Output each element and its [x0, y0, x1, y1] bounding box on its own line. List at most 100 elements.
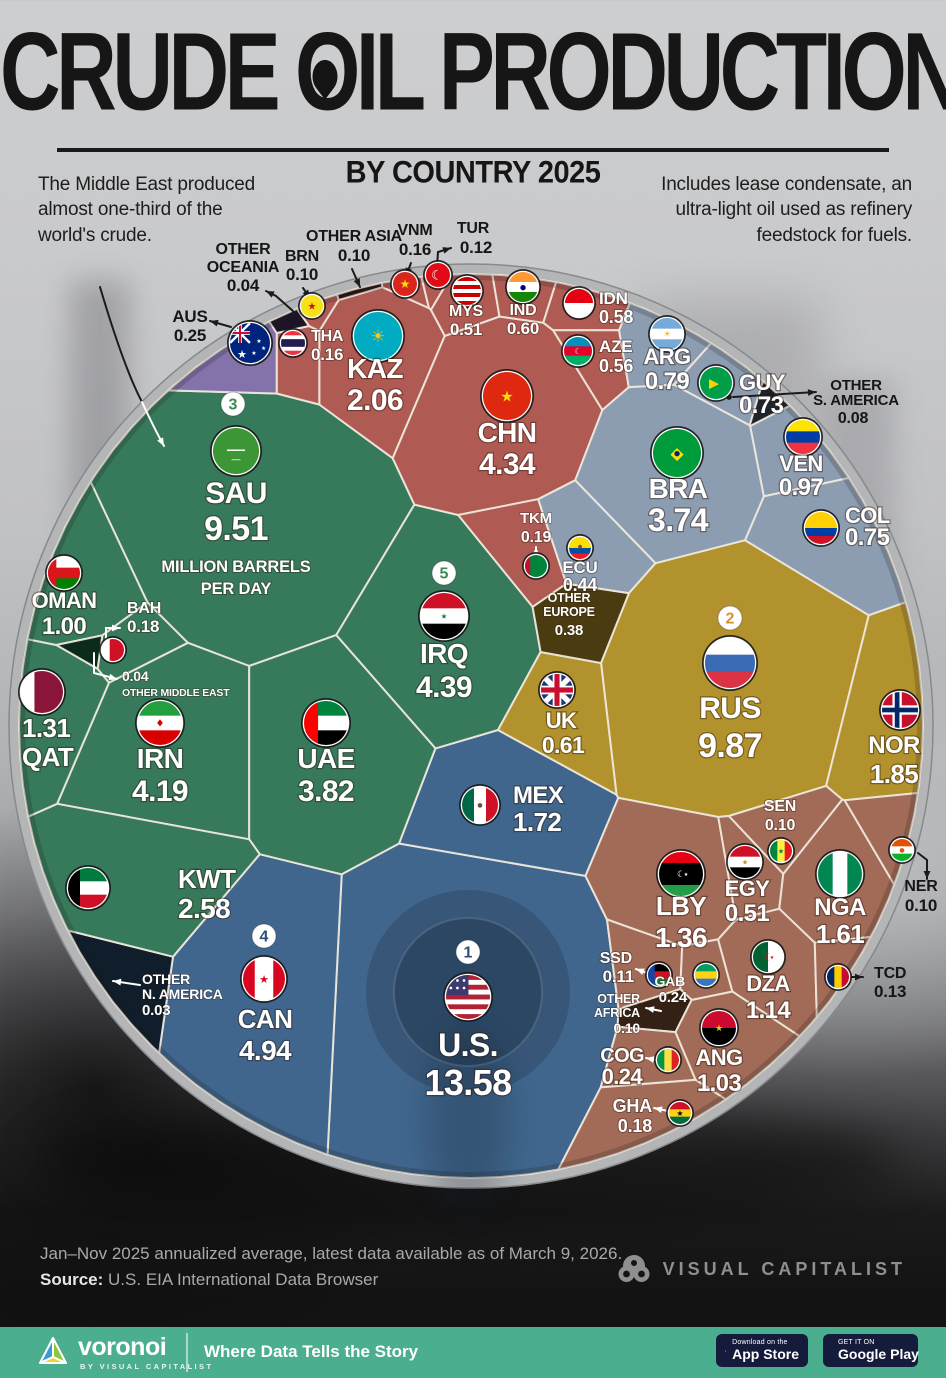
hoist-bar — [68, 868, 80, 908]
flag-emblem: ٭ — [441, 609, 448, 623]
brand-text: VISUAL CAPITALIST — [662, 1258, 906, 1279]
star-glyph: ★ — [237, 348, 247, 361]
stripe — [669, 1116, 691, 1124]
label-ssd: SSD — [600, 950, 632, 967]
stripe — [569, 553, 591, 559]
rank-badge — [251, 923, 277, 949]
star-dot — [456, 979, 459, 982]
label-tcd: TCD — [874, 965, 906, 982]
label-gha: 0.18 — [618, 1116, 652, 1136]
app-store-badge[interactable]: Download on the App Store — [716, 1334, 808, 1367]
label-mys: MYS — [449, 303, 484, 320]
stripe — [109, 639, 124, 661]
label-us: U.S. — [438, 1027, 498, 1063]
flag-art: ☾★ — [753, 942, 783, 972]
flag-brn-icon: ★ — [298, 292, 326, 320]
flag-art — [657, 1049, 679, 1071]
stripe — [786, 420, 820, 432]
stripe — [138, 730, 182, 745]
hoist-bar — [525, 555, 531, 577]
label-idn: IDN — [599, 289, 628, 308]
stripe — [891, 846, 913, 855]
flag-art — [818, 852, 862, 896]
label-ona: N. AMERICA — [142, 986, 223, 1002]
cell-osa — [748, 380, 791, 427]
flag-emblem: ● — [899, 847, 904, 854]
flag-tkm-icon — [522, 552, 550, 580]
badge-big-text: App Store — [732, 1345, 799, 1362]
label-oeu: EUROPE — [543, 605, 595, 619]
stripe — [281, 350, 305, 355]
label-osa: S. AMERICA — [813, 392, 899, 409]
flag-bah-icon — [99, 636, 127, 664]
stripe — [651, 318, 683, 330]
stripe — [700, 367, 732, 399]
stripe — [421, 593, 467, 609]
flag-tur-icon: ☾ — [423, 260, 453, 290]
stripe — [213, 428, 259, 474]
stripe — [564, 346, 592, 357]
star-glyph: ★ — [256, 338, 261, 345]
stripe — [446, 1009, 490, 1015]
stripe — [648, 964, 670, 972]
stripe — [669, 1102, 691, 1110]
stripe — [669, 1109, 691, 1118]
label-oman: 1.00 — [42, 613, 87, 640]
label-ven: VEN — [779, 451, 822, 476]
flag-emblem: — — [226, 437, 246, 461]
label-nor: 1.85 — [870, 759, 918, 789]
stripe — [705, 654, 755, 672]
flag-ecu-icon: ● — [566, 534, 594, 562]
stripe — [48, 578, 80, 589]
stripe — [770, 840, 778, 862]
label-tkm: TKM — [520, 510, 552, 527]
label-cog: 0.24 — [602, 1064, 644, 1089]
label-oaf: 0.10 — [614, 1020, 641, 1036]
label-ooc: 0.04 — [227, 276, 260, 295]
arrowhead-icon — [923, 871, 931, 879]
visual-capitalist-logo: VISUAL CAPITALIST — [617, 1254, 906, 1284]
arrowhead-icon — [646, 1056, 655, 1063]
label-egy: EGY — [725, 876, 771, 901]
stripe — [508, 282, 538, 293]
voronoi-logo-icon — [39, 1337, 67, 1364]
flag-art: ● — [569, 537, 591, 559]
stripe — [525, 555, 547, 577]
label-idn: 0.58 — [599, 307, 633, 327]
stripe — [421, 608, 467, 625]
flag-lby-icon: ☾★ — [656, 849, 706, 899]
stripe — [21, 671, 35, 713]
label-tha: THA — [311, 328, 344, 345]
badge-small-text: GET IT ON — [838, 1339, 875, 1347]
stripe — [695, 971, 717, 980]
hoist-bar — [48, 557, 57, 589]
stripe — [777, 840, 786, 862]
stripe — [768, 942, 783, 972]
label-irq: 4.39 — [416, 671, 472, 704]
label-can: 4.94 — [239, 1035, 292, 1066]
flag-art: ☀ — [651, 318, 683, 350]
flag-ssd-icon — [645, 961, 673, 989]
label-ona: 0.03 — [142, 1002, 170, 1019]
source-note: Source: U.S. EIA International Data Brow… — [40, 1270, 378, 1290]
label-us: 13.58 — [424, 1062, 511, 1103]
flag-art: ☾ — [564, 337, 592, 365]
label-chn: CHN — [478, 417, 537, 448]
label-oas: OTHER ASIA — [306, 228, 403, 245]
stripe — [805, 528, 837, 537]
label-dza: 1.14 — [746, 997, 792, 1024]
stripe — [48, 557, 80, 569]
stripe — [648, 978, 670, 986]
stripe — [651, 339, 683, 350]
flag-art: ★ — [729, 846, 761, 878]
arrowhead-icon — [353, 278, 360, 287]
label-tur: TUR — [457, 220, 490, 237]
stripe — [729, 856, 761, 868]
google-play-badge[interactable]: GET IT ON Google Play — [823, 1334, 919, 1367]
label-oman: OMAN — [32, 588, 97, 613]
stripe — [453, 297, 481, 302]
label-nga: NGA — [814, 894, 866, 921]
stripe — [453, 293, 481, 298]
label-sau: MILLION BARRELS — [161, 558, 310, 576]
star-dot — [449, 986, 453, 990]
